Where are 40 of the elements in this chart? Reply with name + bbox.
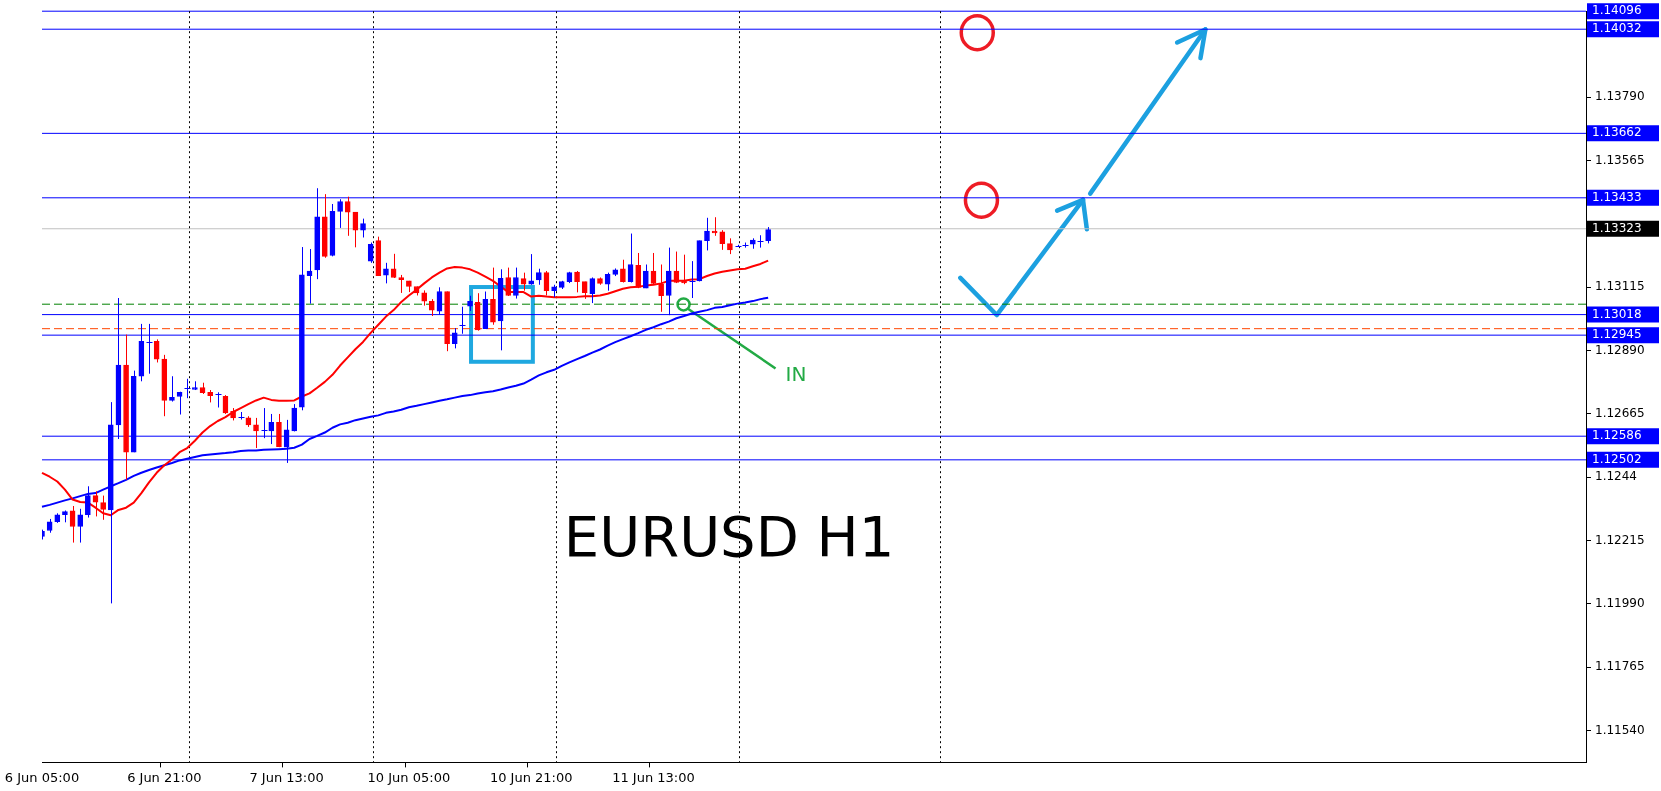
ref-line-label: 1.13433: [1592, 189, 1642, 204]
y-tick-label: 1.13565: [1595, 152, 1645, 167]
ref-line-label: 1.12586: [1592, 428, 1642, 443]
candlestick: [597, 276, 603, 286]
ref-line-label: 1.13323: [1592, 220, 1642, 235]
candlestick: [184, 378, 191, 399]
candlestick: [169, 375, 175, 403]
y-tick-label: 1.11990: [1595, 596, 1645, 611]
annotation: IN: [785, 362, 807, 387]
ref-line-label: 1.14032: [1592, 21, 1642, 36]
candlestick: [551, 284, 557, 298]
y-tick-label: 1.12665: [1595, 406, 1645, 421]
ref-line-label: 1.12502: [1592, 451, 1642, 466]
x-tick-label: 11 Jun 13:00: [612, 769, 695, 785]
candlestick: [398, 274, 405, 294]
candlestick: [62, 510, 68, 523]
x-tick-label: 6 Jun 21:00: [127, 769, 202, 785]
x-tick-label: 10 Jun 05:00: [367, 769, 451, 785]
candlestick: [558, 280, 565, 290]
x-tick-label: 10 Jun 21:00: [489, 769, 573, 785]
candlestick: [192, 380, 198, 391]
y-tick-label: 1.11540: [1595, 722, 1645, 737]
y-tick-label: 1.12890: [1595, 342, 1645, 357]
y-tick-label: 1.12215: [1595, 532, 1645, 547]
candlestick: [689, 260, 696, 299]
y-tick-label: 1.13790: [1595, 89, 1645, 104]
ref-line-label: 1.13018: [1592, 306, 1642, 321]
candlestick: [215, 391, 222, 408]
text: EURUSD H1: [563, 503, 895, 569]
ref-line-label: 1.12945: [1592, 327, 1642, 342]
candlestick: [383, 262, 389, 284]
x-tick-label: 7 Jun 13:00: [249, 769, 324, 785]
ref-line-label: 1.14096: [1592, 3, 1642, 18]
x-tick-label: 6 Jun 05:00: [4, 769, 80, 785]
ref-line-label: 1.13662: [1592, 125, 1642, 140]
y-tick-label: 1.11765: [1595, 659, 1645, 674]
candlestick: [360, 218, 366, 238]
candlestick: [757, 234, 764, 249]
y-tick-label: 1.1244: [1595, 469, 1637, 484]
y-tick-label: 1.13115: [1595, 279, 1645, 294]
